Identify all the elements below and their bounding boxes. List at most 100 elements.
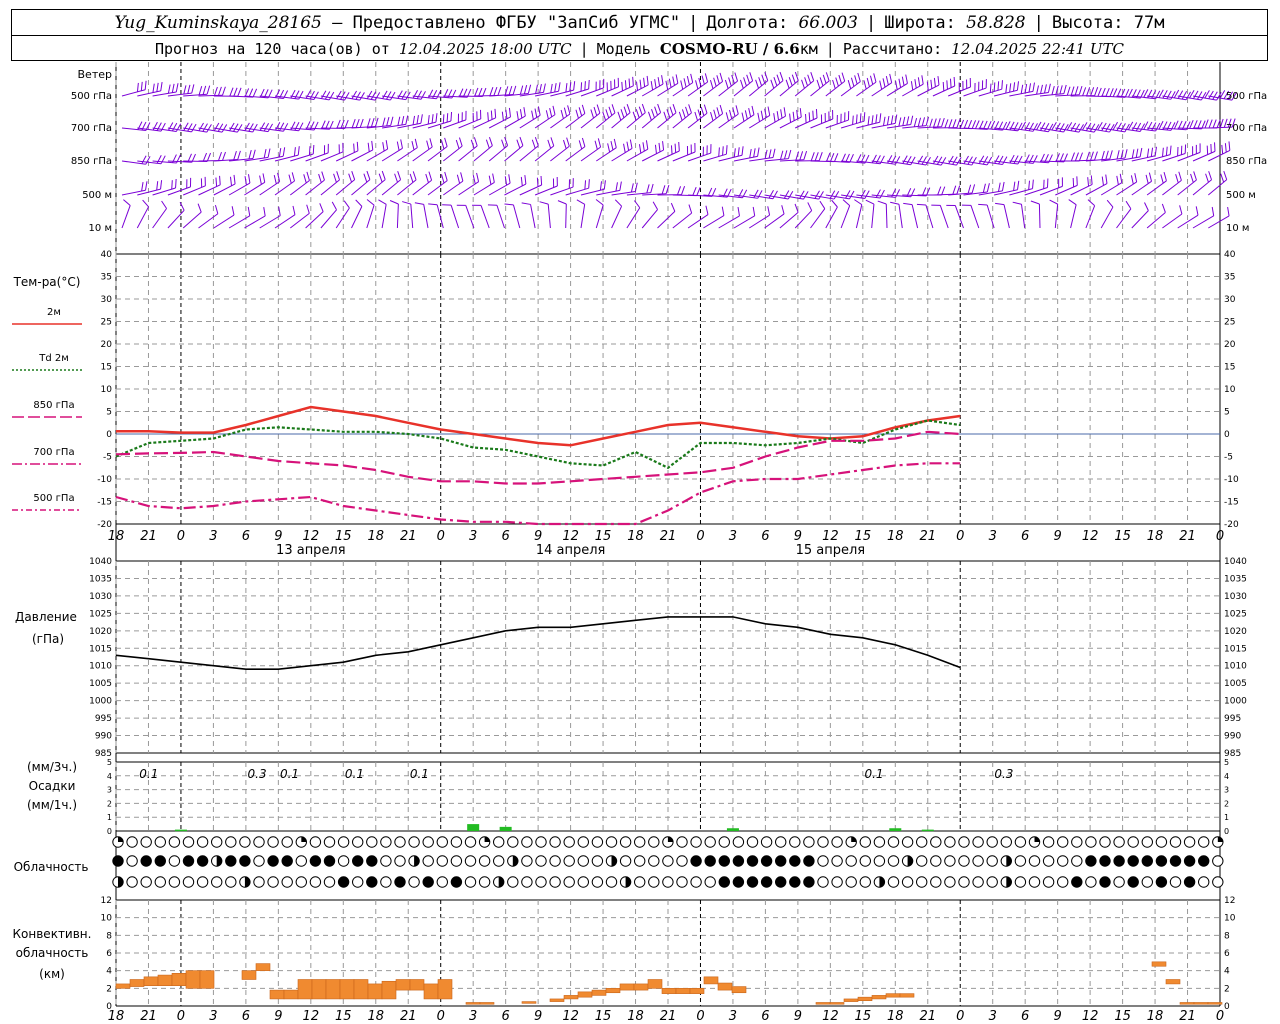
wind-barb-flag (780, 109, 783, 119)
pressure-axis-tick-right: 995 (1224, 714, 1241, 724)
precip-amount: 0.1 (864, 767, 883, 781)
wind-barb-flag (905, 74, 908, 84)
pressure-unit: (гПа) (32, 632, 64, 646)
wind-level-label-right: 500 гПа (1226, 91, 1267, 102)
wind-barb-flag (1020, 84, 1024, 94)
cloud-cover-symbol (930, 855, 942, 867)
wind-barb-flag (841, 72, 846, 82)
cloud-cover-symbol (168, 836, 181, 848)
wind-barb-flag (791, 74, 796, 84)
wind-barb-flag (971, 184, 976, 194)
wind-barb-flag (1231, 118, 1236, 128)
hour-label: 21 (400, 529, 417, 544)
wind-barb-flag (263, 122, 270, 132)
wind-barb-flag (336, 119, 341, 129)
wind-barb-flag (389, 200, 399, 205)
wind-barb-flag (623, 143, 626, 153)
cloud-cover-symbol (817, 876, 829, 888)
wind-barb-flag (429, 138, 433, 148)
wind-barb-flag (573, 81, 576, 91)
wind-barb-flag (849, 190, 855, 200)
wind-barb-flag (534, 108, 538, 118)
cloud-cover-symbol (1057, 876, 1069, 888)
wind-barb (810, 208, 826, 229)
conv-cloud-bar (255, 963, 271, 971)
cloud-cover-symbol (634, 876, 646, 888)
wind-barb-flag (492, 173, 495, 183)
wind-barb (1192, 215, 1214, 229)
cloud-cover-symbol (648, 836, 660, 848)
wind-barb-flag (371, 140, 374, 150)
wind-barb-flag (879, 113, 882, 123)
cloud-cover-symbol (930, 876, 942, 888)
wind-barb-flag (672, 76, 675, 86)
wind-barb-flag (222, 151, 226, 161)
conv-cloud-bar (605, 988, 621, 994)
wind-barb-flag (1212, 91, 1218, 100)
cloud-cover-symbol (168, 855, 181, 867)
wind-barb-flag (1193, 171, 1197, 181)
wind-barb-flag (903, 202, 913, 206)
conv-cloud-bar (577, 991, 593, 998)
wind-barb-flag (826, 152, 831, 162)
cloud-cover-symbol (309, 836, 322, 848)
cloud-cover-symbol (775, 836, 787, 848)
wind-barb-flag (890, 115, 894, 125)
wind-barb-flag (1013, 82, 1016, 92)
cloud-cover-symbol (831, 855, 843, 867)
wind-barb-flag (831, 199, 838, 208)
wind-barb-flag (666, 109, 671, 118)
wind-barb-flag (925, 156, 931, 166)
wind-barb-flag (504, 86, 509, 96)
wind-barb-flag (537, 106, 541, 116)
cloud-cover-symbol (1028, 876, 1041, 888)
wind-barb-flag (321, 171, 325, 181)
wind-barb-flag (850, 77, 855, 87)
temp-axis-tick-left: 15 (101, 363, 112, 373)
cloud-cover-symbol (535, 836, 547, 848)
hour-label-bottom: 6 (1021, 1009, 1029, 1024)
conv-cloud-bar (591, 989, 607, 996)
wind-barb-flag (1135, 122, 1142, 132)
pressure-axis-tick-left: 1020 (89, 627, 112, 637)
wind-barb-flag (206, 152, 212, 162)
cloud-cover-symbol (958, 855, 970, 867)
wind-barb (580, 188, 605, 196)
temp-axis-tick-left: -5 (103, 453, 112, 463)
wind-barb (480, 205, 490, 229)
wind-barb-flag (1178, 171, 1182, 181)
conv-cloud-bar (647, 979, 663, 989)
conv-cloud-bar (409, 979, 425, 991)
conv-cloud-bar (619, 983, 635, 991)
wind-barb-flag (937, 186, 942, 196)
conv-cloud-bar (703, 976, 719, 985)
wind-barb-flag (359, 118, 364, 128)
conv-cloud-bar (843, 998, 859, 1002)
wind-barb-flag (420, 91, 426, 100)
wind-barb-flag (394, 173, 398, 183)
wind-barb-flag (1109, 88, 1114, 97)
wind-barb (336, 95, 360, 101)
wind-barb-flag (355, 118, 360, 128)
cloud-cover-symbol (591, 876, 604, 888)
wind-barb-flag (783, 190, 790, 199)
marks-layer (112, 71, 1237, 1005)
wind-barb-flag (248, 88, 254, 98)
wind-barb-flag (595, 199, 604, 206)
hour-label: 15 (335, 529, 352, 544)
wind-barb-flag (382, 142, 385, 152)
wind-barb-flag (557, 200, 567, 205)
cloud-cover-symbol (309, 855, 322, 867)
cloud-cover-half (907, 855, 913, 867)
cloud-cover-symbol (1057, 836, 1069, 848)
wind-barb-flag (982, 156, 989, 165)
wind-barb-flag (678, 111, 683, 121)
wind-barb-flag (1125, 200, 1132, 210)
wind-barb-flag (353, 143, 355, 153)
cloud-cover-symbol (944, 836, 956, 848)
wind-barb-flag (732, 107, 736, 117)
cloud-cover-symbol (408, 876, 420, 888)
wind-barb (198, 94, 223, 97)
cloud-cover-symbol (577, 855, 589, 867)
cloud-cover-symbol (760, 876, 773, 888)
